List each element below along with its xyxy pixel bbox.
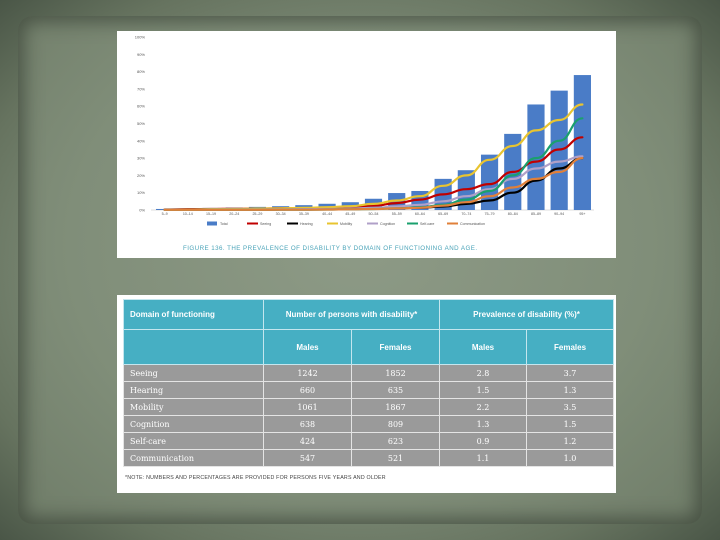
- y-tick-label: 30%: [137, 156, 145, 161]
- disability-chart: 0% 10% 20% 30% 40% 50% 60% 70% 80% 90% 100% 5–9 10–…: [135, 35, 594, 226]
- figure-caption: FIGURE 136. THE PREVALENCE OF DISABILITY…: [183, 245, 478, 252]
- y-tick-label: 40%: [137, 138, 145, 143]
- x-tick-label: 60–64: [415, 212, 425, 216]
- x-tick-label: 50–54: [369, 212, 379, 216]
- row-prevalence-females: 1.0: [526, 449, 615, 467]
- table-panel: Domain of functioning Number of persons …: [117, 295, 616, 493]
- x-tick-label: 5–9: [162, 212, 168, 216]
- header-number-females: Females: [350, 329, 441, 365]
- table-row: Hearing 660 635 1.5 1.3: [123, 381, 615, 399]
- row-domain: Communication: [123, 449, 264, 467]
- row-prevalence-females: 1.5: [526, 415, 615, 433]
- row-prevalence-females: 3.7: [526, 364, 615, 382]
- header-blank: [123, 329, 264, 365]
- row-number-males: 1061: [263, 398, 352, 416]
- row-prevalence-females: 1.2: [526, 432, 615, 450]
- row-domain: Cognition: [123, 415, 264, 433]
- row-prevalence-females: 1.3: [526, 381, 615, 399]
- y-tick-label: 70%: [137, 86, 145, 91]
- legend-label: Self-care: [420, 222, 434, 226]
- legend-label: Hearing: [300, 222, 313, 226]
- table-note: *NOTE: NUMBERS AND PERCENTAGES ARE PROVI…: [125, 475, 386, 481]
- table-row: Seeing 1242 1852 2.8 3.7: [123, 364, 615, 382]
- header-prevalence-females: Females: [526, 329, 615, 365]
- row-number-females: 809: [350, 415, 441, 433]
- row-domain: Hearing: [123, 381, 264, 399]
- table-row: Self-care 424 623 0.9 1.2: [123, 432, 615, 450]
- y-tick-label: 80%: [137, 69, 145, 74]
- x-tick-label: 10–14: [183, 212, 193, 216]
- x-tick-label: 80–84: [508, 212, 518, 216]
- y-tick-label: 20%: [137, 173, 145, 178]
- legend-swatch: [207, 221, 217, 226]
- x-tick-label: 35–39: [299, 212, 309, 216]
- x-tick-label: 85–89: [531, 212, 541, 216]
- chart-panel: 0% 10% 20% 30% 40% 50% 60% 70% 80% 90% 100% 5–9 10–…: [117, 31, 616, 258]
- row-prevalence-males: 2.2: [439, 398, 528, 416]
- x-tick-label: 25–29: [252, 212, 262, 216]
- x-tick-label: 75–79: [485, 212, 495, 216]
- row-number-males: 547: [263, 449, 352, 467]
- x-tick-label: 90–94: [554, 212, 564, 216]
- y-tick-label: 60%: [137, 104, 145, 109]
- row-number-females: 635: [350, 381, 441, 399]
- legend-label: Communication: [460, 222, 485, 226]
- row-prevalence-males: 0.9: [439, 432, 528, 450]
- x-tick-label: 65–69: [438, 212, 448, 216]
- header-domain: Domain of functioning: [123, 299, 264, 330]
- x-tick-label: 70–74: [461, 212, 471, 216]
- y-tick-label: 50%: [137, 121, 145, 126]
- legend-label: Total: [220, 222, 228, 226]
- row-prevalence-males: 1.3: [439, 415, 528, 433]
- row-prevalence-males: 1.5: [439, 381, 528, 399]
- x-tick-label: 15–19: [206, 212, 216, 216]
- x-tick-label: 40–44: [322, 212, 332, 216]
- x-tick-label: 20–24: [229, 212, 239, 216]
- disability-table: Domain of functioning Number of persons …: [123, 299, 615, 467]
- row-domain: Self-care: [123, 432, 264, 450]
- y-tick-label: 0%: [139, 208, 145, 213]
- bar: [573, 75, 591, 210]
- row-number-females: 521: [350, 449, 441, 467]
- x-tick-label: 30–34: [276, 212, 286, 216]
- series-line: [163, 157, 584, 211]
- x-tick-label: 45–49: [345, 212, 355, 216]
- row-number-males: 638: [263, 415, 352, 433]
- bars: [156, 75, 591, 210]
- legend: Total Seeing Hearing Mobility Cognition Self-…: [207, 221, 485, 226]
- header-prevalence-males: Males: [439, 329, 528, 365]
- row-prevalence-females: 3.5: [526, 398, 615, 416]
- table-row: Mobility 1061 1867 2.2 3.5: [123, 398, 615, 416]
- row-number-males: 424: [263, 432, 352, 450]
- table-row: Communication 547 521 1.1 1.0: [123, 449, 615, 467]
- row-number-females: 623: [350, 432, 441, 450]
- table-row: Cognition 638 809 1.3 1.5: [123, 415, 615, 433]
- x-tick-label: 95+: [579, 212, 585, 216]
- y-tick-label: 100%: [135, 35, 146, 40]
- legend-label: Mobility: [340, 222, 352, 226]
- row-number-males: 1242: [263, 364, 352, 382]
- header-number-males: Males: [263, 329, 352, 365]
- legend-label: Cognition: [380, 222, 395, 226]
- row-number-females: 1867: [350, 398, 441, 416]
- y-tick-label: 10%: [137, 190, 145, 195]
- x-axis: 5–9 10–14 15–19 20–24 25–29 30–34 35–39 40–44 45…: [162, 212, 586, 216]
- series-lines: [163, 103, 584, 211]
- y-tick-label: 90%: [137, 52, 145, 57]
- legend-label: Seeing: [260, 222, 271, 226]
- row-prevalence-males: 2.8: [439, 364, 528, 382]
- row-prevalence-males: 1.1: [439, 449, 528, 467]
- row-number-males: 660: [263, 381, 352, 399]
- row-number-females: 1852: [350, 364, 441, 382]
- x-tick-label: 55–59: [392, 212, 402, 216]
- row-domain: Seeing: [123, 364, 264, 382]
- header-number: Number of persons with disability*: [262, 299, 441, 330]
- header-prevalence: Prevalence of disability (%)*: [439, 299, 615, 330]
- row-domain: Mobility: [123, 398, 264, 416]
